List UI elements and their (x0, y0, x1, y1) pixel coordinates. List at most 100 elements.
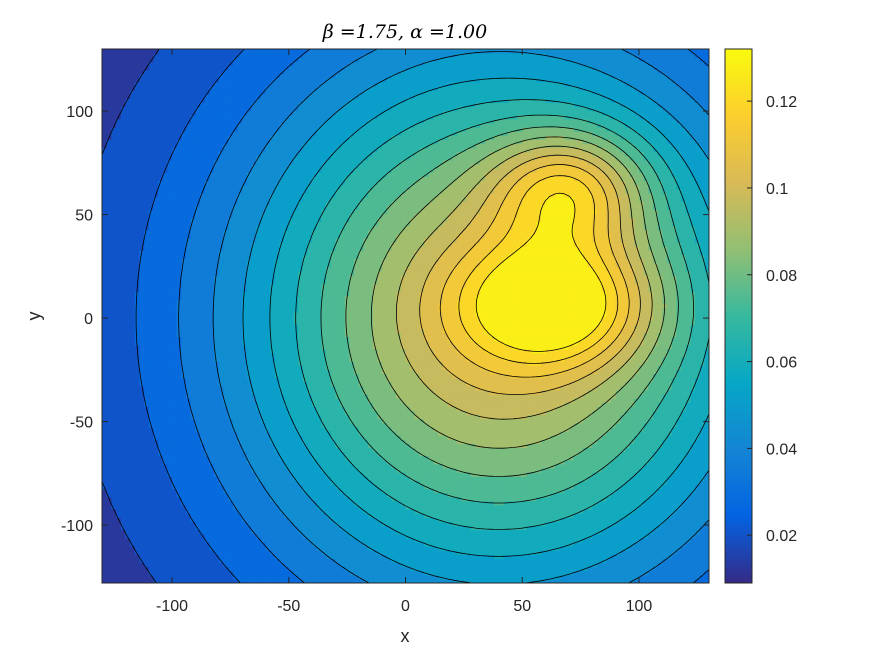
contour-cell (685, 529, 691, 535)
contour-cell (251, 443, 257, 449)
contour-cell (260, 459, 267, 465)
contour-cell (587, 574, 593, 580)
contour-cell (545, 550, 551, 555)
contour-cell (232, 558, 239, 564)
contour-cell (648, 443, 654, 449)
contour-cell (554, 480, 561, 486)
contour-cell (344, 422, 351, 428)
contour-cell (400, 513, 407, 518)
contour-cell (293, 443, 299, 449)
contour-cell (671, 509, 677, 514)
contour-cell (699, 431, 705, 436)
contour-cell (307, 480, 313, 486)
contour-cell (391, 439, 397, 444)
contour-cell (298, 455, 304, 461)
contour-cell (372, 550, 379, 555)
contour-cell (526, 541, 533, 547)
contour-cell (116, 439, 122, 444)
contour-cell (167, 529, 173, 535)
contour-cell (671, 443, 677, 449)
contour-cell (512, 529, 519, 535)
contour-cell (582, 541, 589, 547)
contour-cell (274, 422, 281, 428)
contour-cell (368, 525, 374, 531)
contour-cell (312, 480, 318, 486)
contour-cell (134, 570, 140, 576)
contour-cell (148, 513, 154, 518)
contour-cell (335, 509, 341, 514)
contour-cell (288, 513, 295, 518)
contour-cell (447, 459, 453, 465)
contour-cell (699, 578, 705, 583)
contour-cell (587, 480, 593, 486)
contour-cell (293, 550, 299, 555)
contour-cell (321, 472, 327, 477)
contour-cell (662, 513, 668, 518)
contour-cell (372, 447, 379, 453)
contour-cell (237, 463, 243, 469)
contour-cell (316, 504, 323, 510)
contour-cell (601, 439, 607, 444)
contour-cell (274, 513, 281, 518)
contour-cell (475, 533, 481, 539)
contour-cell (568, 455, 575, 461)
contour-cell (265, 521, 271, 527)
contour-cell (368, 447, 374, 453)
contour-cell (662, 447, 668, 453)
contour-cell (274, 431, 281, 436)
contour-cell (298, 426, 304, 432)
contour-cell (312, 463, 318, 469)
contour-cell (540, 509, 547, 514)
contour-cell (102, 509, 108, 514)
contour-cell (186, 467, 192, 473)
contour-cell (620, 529, 626, 535)
contour-cell (666, 578, 673, 583)
contour-cell (690, 541, 696, 547)
contour-cell (116, 509, 122, 514)
contour-cell (592, 480, 598, 486)
contour-cell (470, 476, 477, 481)
contour-cell (307, 455, 313, 461)
plot-area (102, 49, 709, 583)
contour-cell (195, 443, 201, 449)
contour-cell (139, 541, 145, 547)
contour-cell (316, 546, 323, 551)
contour-cell (251, 504, 257, 510)
contour-cell (634, 496, 640, 502)
contour-cell (587, 541, 593, 547)
contour-cell (652, 537, 659, 543)
contour-cell (638, 463, 645, 469)
contour-cell (223, 566, 229, 572)
contour-cell (195, 484, 201, 490)
contour-cell (480, 533, 486, 539)
contour-cell (340, 517, 346, 522)
contour-cell (475, 509, 481, 514)
contour-cell (680, 550, 687, 555)
contour-cell (652, 529, 659, 535)
contour-cell (503, 558, 509, 564)
contour-cell (368, 529, 374, 535)
contour-cell (209, 476, 215, 481)
contour-cell (158, 480, 164, 486)
contour-cell (685, 443, 691, 449)
contour-cell (158, 472, 164, 477)
contour-cell (312, 521, 318, 527)
contour-cell (372, 426, 379, 432)
contour-cell (386, 504, 393, 510)
contour-cell (246, 439, 253, 444)
contour-cell (480, 517, 486, 522)
contour-cell (442, 570, 449, 576)
contour-cell (153, 574, 159, 580)
contour-cell (382, 533, 388, 539)
contour-cell (195, 472, 201, 477)
contour-cell (564, 488, 570, 494)
contour-cell (372, 566, 379, 572)
contour-cell (419, 566, 425, 572)
contour-cell (643, 439, 649, 444)
contour-cell (531, 467, 537, 473)
contour-cell (424, 459, 430, 465)
contour-cell (260, 431, 267, 436)
contour-cell (330, 550, 337, 555)
contour-cell (302, 517, 309, 522)
contour-cell (657, 566, 663, 572)
